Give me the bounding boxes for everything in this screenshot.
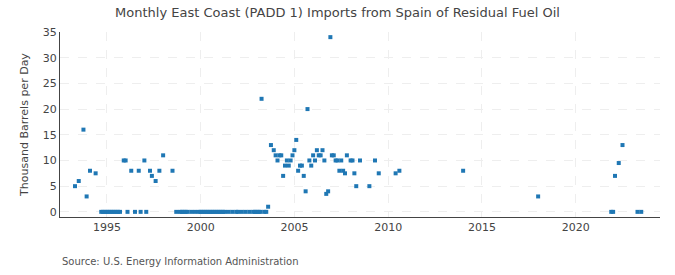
svg-text:5: 5: [50, 180, 57, 193]
svg-text:10: 10: [43, 154, 57, 167]
svg-text:Thousand Barrels per Day: Thousand Barrels per Day: [18, 53, 31, 197]
svg-text:30: 30: [43, 52, 57, 65]
svg-text:0: 0: [50, 206, 57, 219]
svg-text:2010: 2010: [374, 221, 402, 234]
svg-text:2020: 2020: [562, 221, 590, 234]
svg-text:35: 35: [43, 26, 57, 39]
svg-text:2000: 2000: [187, 221, 215, 234]
svg-text:Monthly East Coast (PADD 1) Im: Monthly East Coast (PADD 1) Imports from…: [115, 5, 560, 20]
svg-text:1995: 1995: [93, 221, 121, 234]
svg-text:25: 25: [43, 77, 57, 90]
svg-text:2005: 2005: [280, 221, 308, 234]
svg-text:2015: 2015: [468, 221, 496, 234]
svg-text:Source: U.S. Energy Informatio: Source: U.S. Energy Information Administ…: [62, 256, 299, 267]
svg-text:15: 15: [43, 129, 57, 142]
svg-text:20: 20: [43, 103, 57, 116]
